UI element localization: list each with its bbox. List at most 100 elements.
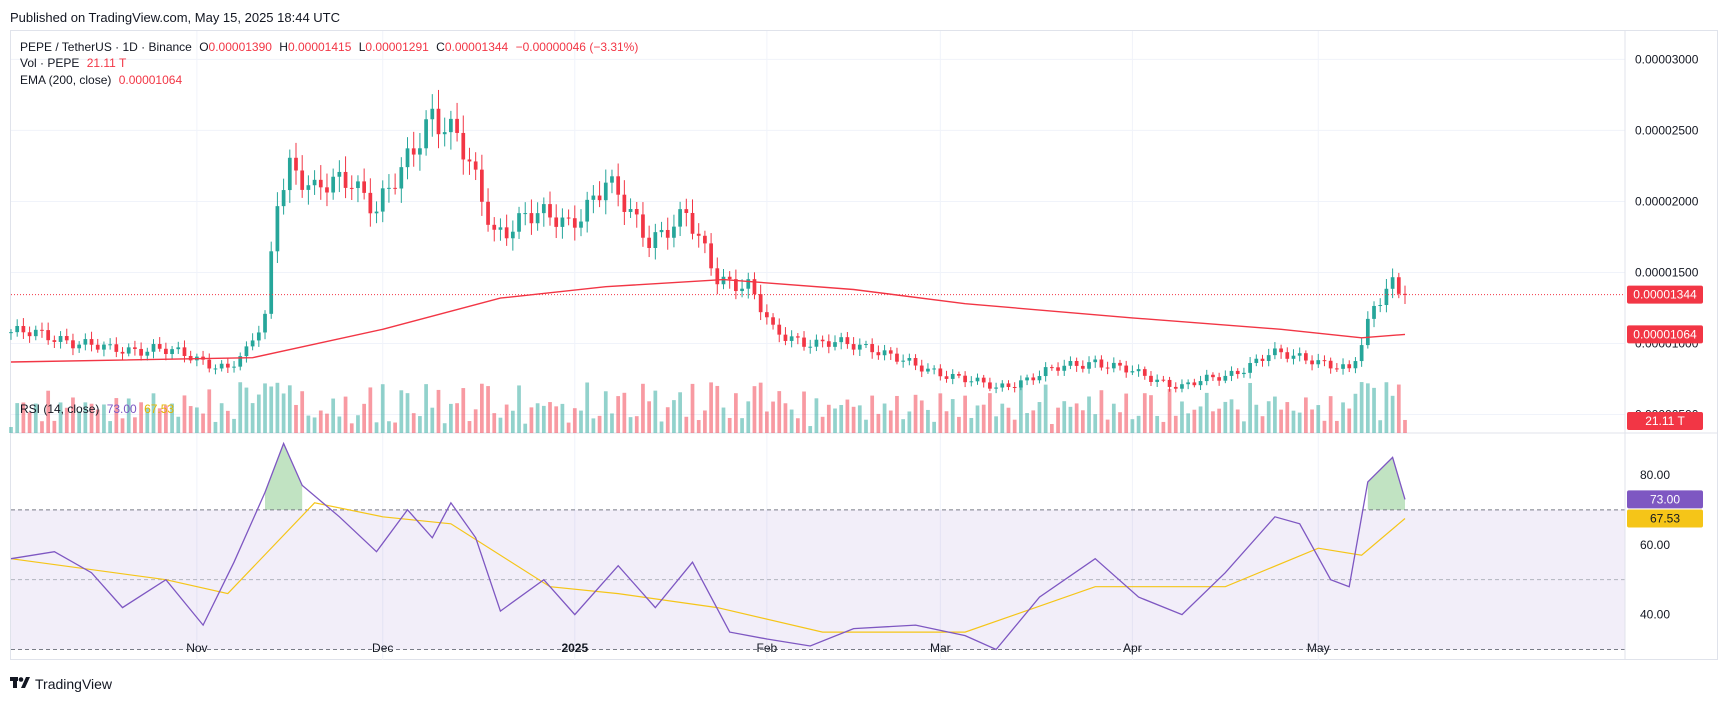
volume-bar: [734, 393, 738, 433]
volume-bar: [857, 405, 862, 433]
volume-bar: [777, 391, 782, 433]
volume-bar: [1167, 388, 1172, 433]
volume-bar: [1136, 415, 1141, 433]
volume-bar: [826, 404, 831, 433]
published-caption: Published on TradingView.com, May 15, 20…: [10, 10, 341, 25]
candle-body: [752, 279, 757, 295]
volume-bar: [480, 383, 484, 433]
volume-bar: [1223, 401, 1228, 433]
rsi-axis-label-bg: [1627, 490, 1703, 509]
candle-body: [108, 344, 112, 346]
candle-body: [715, 268, 720, 285]
volume-bar: [1118, 412, 1122, 433]
volume-bar: [343, 396, 348, 433]
volume-bar: [40, 421, 44, 433]
candle-body: [1204, 374, 1209, 382]
rsi-label[interactable]: RSI (14, close): [20, 402, 100, 416]
candle-body: [684, 209, 689, 213]
volume-bar: [981, 404, 986, 433]
volume-bar: [77, 411, 82, 433]
candle-body: [938, 368, 943, 377]
volume-bar: [1155, 415, 1160, 433]
time-tick-label: May: [1307, 641, 1330, 655]
volume-bar: [182, 395, 187, 433]
chart-frame[interactable]: [10, 30, 1718, 660]
tradingview-logo[interactable]: TradingView: [10, 676, 112, 692]
candle-body: [318, 179, 323, 188]
candle-body: [833, 342, 837, 347]
candle-body: [58, 336, 63, 342]
price-tick-label: 0.00003000: [1635, 52, 1699, 66]
candle-body: [870, 344, 875, 353]
rsi-axis-ticks: 40.00 60.00 80.00: [1640, 468, 1670, 622]
candle-body: [238, 356, 243, 367]
volume-bar: [300, 391, 305, 433]
volume-bar: [672, 400, 676, 433]
volume-axis-label-bg: [1627, 412, 1703, 430]
volume-bar: [1161, 421, 1166, 433]
volume-bar: [913, 394, 918, 433]
volume-bar: [783, 403, 788, 433]
candle-body: [1291, 355, 1296, 359]
candle-body: [52, 340, 57, 342]
volume-bar: [151, 393, 156, 433]
volume-bar: [591, 418, 596, 433]
candle-body: [963, 375, 967, 383]
candle-body: [610, 176, 614, 183]
volume-bar: [201, 413, 205, 433]
candle-body: [1279, 348, 1283, 353]
candle-body: [758, 294, 763, 313]
volume-bar: [498, 417, 503, 433]
candle-body: [1006, 383, 1011, 387]
candle-body: [585, 199, 590, 222]
candle-body: [1000, 383, 1005, 388]
volume-bar: [665, 407, 670, 433]
candle-body: [845, 337, 850, 345]
candle-body: [356, 181, 360, 189]
candle-body: [449, 118, 453, 133]
candle-body: [1099, 359, 1104, 368]
candle-body: [300, 170, 305, 190]
volume-bar: [1359, 382, 1364, 433]
symbol-title[interactable]: PEPE / TetherUS · 1D · Binance: [20, 40, 192, 54]
ema-label[interactable]: EMA (200, close): [20, 73, 112, 87]
volume-bar: [771, 401, 775, 433]
volume-bar: [1204, 392, 1209, 433]
candle-body: [802, 337, 806, 347]
volume-bar: [1328, 396, 1333, 433]
volume-bar: [473, 409, 478, 433]
candle-body: [746, 279, 751, 289]
candle-body: [306, 185, 311, 190]
volume-label[interactable]: Vol · PEPE: [20, 56, 80, 70]
candle-body: [541, 204, 546, 214]
candle-body: [1359, 345, 1364, 362]
volume-bar: [839, 404, 844, 433]
volume-bar: [71, 397, 75, 433]
tradingview-brand: TradingView: [35, 676, 113, 692]
volume-bar: [1173, 415, 1178, 433]
volume-bar: [318, 410, 323, 433]
candle-body: [325, 187, 329, 193]
candle-body: [1372, 305, 1376, 319]
volume-bar: [1211, 411, 1215, 433]
candle-body: [1403, 293, 1407, 295]
volume-bar: [634, 416, 639, 433]
candle-body: [1198, 381, 1203, 386]
candle-body: [424, 119, 428, 149]
candle-body: [1105, 367, 1110, 369]
candle-body: [473, 161, 478, 170]
volume-bar: [845, 399, 850, 433]
candle-body: [1173, 386, 1178, 389]
volume-bar: [833, 408, 837, 433]
candle-body: [89, 339, 94, 345]
candle-body: [1025, 377, 1029, 381]
candle-body: [975, 377, 980, 382]
volume-bar: [647, 401, 652, 433]
volume-bar: [932, 421, 936, 433]
volume-bar: [653, 390, 658, 433]
volume-bar: [895, 395, 899, 433]
candle-body: [275, 206, 280, 252]
candle-body: [219, 363, 224, 369]
volume-bar: [1037, 402, 1042, 433]
